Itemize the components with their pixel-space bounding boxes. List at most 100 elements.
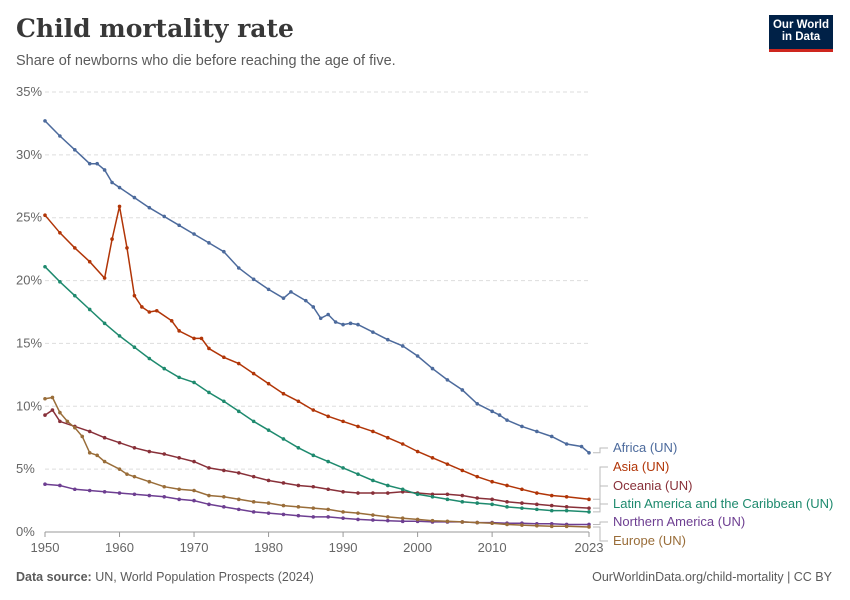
data-point <box>266 478 271 483</box>
data-point <box>296 483 301 488</box>
data-point <box>371 491 375 495</box>
data-point <box>162 495 167 499</box>
data-point <box>371 513 375 517</box>
data-point <box>147 493 152 498</box>
data-point <box>326 507 330 512</box>
data-point <box>162 484 167 489</box>
data-point <box>385 435 390 440</box>
y-tick-label: 30% <box>16 147 42 162</box>
data-point <box>326 312 330 317</box>
label-connector <box>593 485 608 509</box>
data-point <box>549 508 554 513</box>
data-point <box>222 249 226 254</box>
data-point <box>43 482 47 487</box>
series-line-1 <box>44 206 590 501</box>
data-point <box>430 456 435 460</box>
data-point <box>73 487 77 492</box>
data-point <box>169 319 174 323</box>
chart-subtitle: Share of newborns who die before reachin… <box>16 53 396 69</box>
data-point <box>251 474 256 479</box>
data-point <box>564 495 569 499</box>
label-connector <box>593 526 608 542</box>
data-point <box>281 512 286 517</box>
chart-title: Child mortality rate <box>16 14 294 43</box>
data-point <box>110 180 114 185</box>
series-label: Latin America and the Caribbean (UN) <box>613 496 833 511</box>
data-point <box>177 497 181 502</box>
data-point <box>587 451 591 455</box>
data-point <box>326 459 330 464</box>
data-point <box>549 434 554 439</box>
data-point <box>587 522 591 527</box>
data-point <box>236 361 241 366</box>
data-point <box>102 168 107 172</box>
owid-logo[interactable]: Our World in Data <box>769 15 833 52</box>
data-point <box>43 264 47 269</box>
data-point <box>58 280 62 284</box>
data-point <box>415 492 420 497</box>
data-point <box>445 378 450 382</box>
data-point <box>318 316 323 321</box>
data-point <box>311 515 316 519</box>
series-label: Oceania (UN) <box>613 478 692 493</box>
data-point <box>43 119 47 123</box>
data-point <box>445 497 450 502</box>
data-point <box>73 425 77 430</box>
data-point <box>132 474 137 479</box>
data-point <box>147 310 152 314</box>
data-point <box>132 293 137 298</box>
data-point <box>304 298 308 303</box>
data-point <box>147 356 152 361</box>
data-point <box>162 214 167 219</box>
data-point <box>251 371 256 376</box>
data-point <box>415 354 420 358</box>
series-label: Northern America (UN) <box>613 514 745 529</box>
logo-line-2: in Data <box>781 31 821 43</box>
data-point <box>192 232 196 236</box>
data-point <box>222 355 226 360</box>
data-point <box>549 493 554 498</box>
x-tick-label: 1960 <box>105 540 134 555</box>
data-point <box>132 195 137 200</box>
data-point <box>326 487 330 492</box>
data-source-label: Data source: <box>16 570 92 584</box>
data-point <box>505 500 509 504</box>
data-point <box>87 429 92 434</box>
data-point <box>475 474 480 479</box>
data-point <box>460 500 465 504</box>
data-point <box>73 293 77 298</box>
data-point <box>356 491 360 495</box>
data-point <box>177 329 181 333</box>
data-point <box>266 501 271 505</box>
data-point <box>311 453 316 458</box>
data-point <box>102 276 107 280</box>
data-point <box>43 413 47 417</box>
data-point <box>73 246 77 250</box>
y-tick-label: 0% <box>16 524 35 539</box>
data-point <box>102 321 107 326</box>
series-label: Europe (UN) <box>613 533 686 548</box>
data-point <box>117 204 122 209</box>
data-point <box>58 134 62 138</box>
data-point <box>475 501 480 505</box>
data-point <box>58 231 62 235</box>
data-point <box>117 491 122 495</box>
data-point <box>266 428 271 432</box>
data-point <box>587 497 591 502</box>
data-point <box>192 336 196 341</box>
data-point <box>549 522 554 526</box>
data-point <box>445 519 450 524</box>
data-point <box>535 491 539 495</box>
data-point <box>117 467 122 471</box>
source-link[interactable]: OurWorldinData.org/child-mortality | CC … <box>592 570 832 584</box>
data-point <box>520 523 524 527</box>
data-point <box>371 330 375 334</box>
data-point <box>520 487 524 492</box>
label-connector <box>593 466 608 500</box>
series-line-4 <box>44 483 589 526</box>
x-tick-label: 1970 <box>180 540 209 555</box>
label-connector <box>593 521 608 525</box>
data-point <box>236 471 241 475</box>
data-point <box>132 492 137 497</box>
data-source-text: UN, World Population Prospects (2024) <box>95 570 314 584</box>
